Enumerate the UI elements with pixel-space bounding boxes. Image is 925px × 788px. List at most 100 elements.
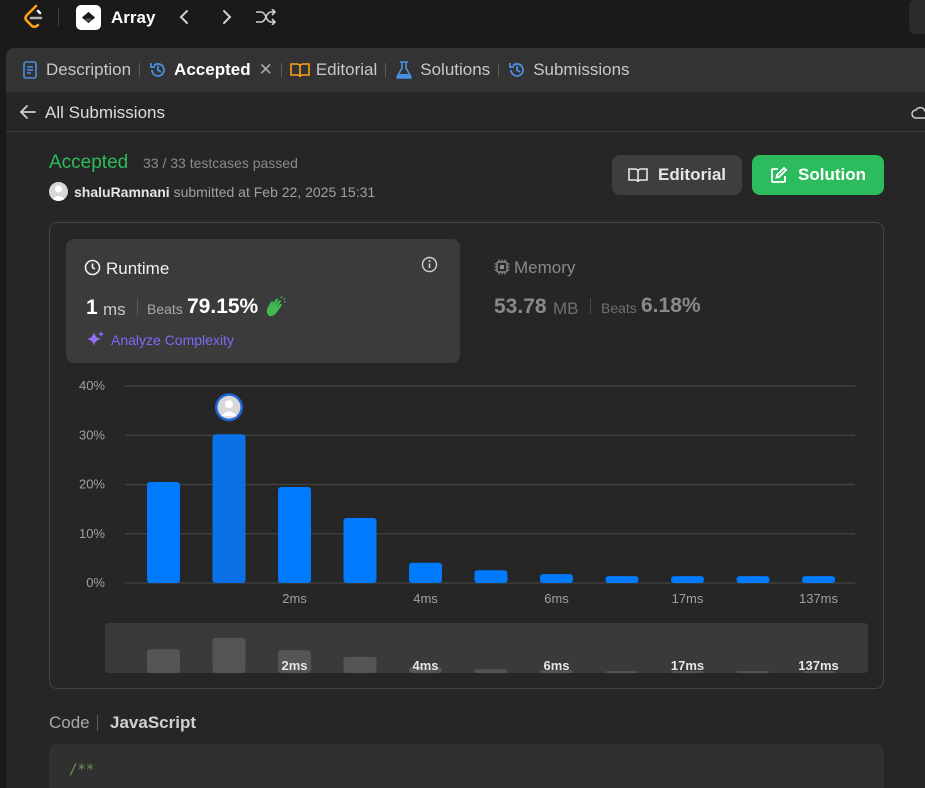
y-tick-label: 10% [79, 526, 105, 541]
minimap-bar [278, 650, 311, 673]
divider [280, 63, 282, 77]
editorial-button-label: Editorial [657, 165, 726, 184]
divider [590, 298, 591, 314]
username-link[interactable]: shaluRamnani [74, 184, 170, 200]
avatar[interactable] [49, 182, 68, 201]
memory-unit: MB [553, 299, 579, 318]
minimap-tick-label: 6ms [543, 658, 569, 673]
history-icon [507, 60, 527, 80]
bar [540, 574, 573, 583]
bar [409, 562, 442, 583]
testcases-summary: 33 / 33 testcases passed [143, 155, 298, 171]
bar [605, 576, 639, 583]
minimap-tick-label: 2ms [281, 658, 307, 673]
code-viewer[interactable]: /** [49, 744, 884, 788]
minimap-bar [802, 671, 835, 673]
tab-submissions[interactable]: Submissions [507, 48, 630, 92]
clapping-hands-icon [266, 296, 286, 317]
runtime-panel[interactable]: Runtime 1 ms Beats 79.15% Analyze Comple… [66, 239, 460, 363]
avatar-body [221, 411, 237, 417]
x-tick-label: 6ms [544, 591, 569, 606]
edit-icon [771, 166, 788, 183]
minimap-bar [736, 671, 770, 673]
submissions-subheader: All Submissions [6, 92, 925, 132]
divider [385, 63, 387, 77]
y-tick-label: 40% [79, 378, 105, 393]
runtime-unit: ms [103, 300, 126, 319]
code-label: Code [49, 713, 90, 732]
tab-label: Description [46, 60, 132, 79]
arrow-left-icon[interactable] [18, 102, 38, 122]
top-bar: Array [0, 0, 925, 36]
minimap-bar [605, 671, 639, 673]
editorial-button[interactable]: Editorial [612, 155, 742, 195]
leetcode-logo-icon[interactable] [22, 4, 46, 30]
bar [671, 576, 704, 583]
all-submissions-link[interactable]: All Submissions [45, 103, 165, 122]
bar [278, 486, 311, 583]
x-tick-label: 2ms [282, 591, 307, 606]
bar [147, 482, 180, 583]
clock-icon [84, 259, 101, 276]
x-tick-label: 4ms [413, 591, 438, 606]
tab-label: Submissions [533, 60, 630, 79]
runtime-beats-label: Beats [147, 301, 183, 317]
minimap-tick-label: 4ms [412, 658, 438, 673]
tab-description[interactable]: Description [20, 48, 131, 92]
analyze-complexity-link[interactable]: Analyze Complexity [111, 332, 234, 348]
bar [802, 576, 835, 583]
bar [736, 576, 770, 583]
runtime-beats-value: 79.15% [187, 295, 259, 318]
code-language: JavaScript [110, 713, 196, 732]
divider [139, 63, 141, 77]
tab-bar: Description Accepted ✕ Editorial Solutio… [6, 48, 925, 92]
y-tick-label: 20% [79, 477, 105, 492]
info-icon[interactable] [421, 256, 438, 273]
tab-accepted[interactable]: Accepted ✕ [148, 48, 273, 92]
description-icon [20, 60, 40, 80]
book-icon [628, 168, 648, 183]
runtime-title: Runtime [106, 259, 170, 278]
x-tick-label: 17ms [672, 591, 704, 606]
solution-button-label: Solution [798, 165, 866, 184]
minimap-bar [671, 671, 704, 673]
divider [97, 715, 98, 731]
memory-beats-label: Beats [601, 300, 637, 316]
close-icon[interactable]: ✕ [258, 60, 273, 79]
flask-icon [394, 60, 414, 80]
history-icon [148, 60, 168, 80]
panel-toggle-button[interactable] [909, 0, 925, 34]
app-title[interactable]: Array [111, 8, 156, 27]
forward-icon[interactable] [215, 5, 239, 29]
sparkle-icon [87, 331, 104, 346]
code-line: /** [69, 762, 95, 778]
solution-button[interactable]: Solution [752, 155, 884, 195]
bar [474, 570, 508, 583]
runtime-distribution-chart[interactable]: 40% 30% 20% 10% 0% 2ms 4ms 6ms 17ms 137ms 2ms 4ms 6m… [50, 223, 885, 690]
minimap-bar [212, 637, 246, 673]
minimap-tick-label: 17ms [671, 658, 704, 673]
memory-value: 53.78 [494, 295, 547, 318]
minimap-bar [474, 669, 508, 673]
minimap-bar [409, 667, 442, 673]
chip-icon [494, 259, 510, 275]
study-plan-icon[interactable] [76, 5, 101, 30]
back-icon[interactable] [172, 5, 196, 29]
submitted-time: submitted at Feb 22, 2025 15:31 [173, 184, 376, 200]
runtime-value: 1 [86, 296, 98, 319]
tab-editorial[interactable]: Editorial [290, 48, 377, 92]
divider [498, 63, 500, 77]
minimap-bar [343, 656, 377, 673]
bar [343, 517, 377, 583]
submission-status: Accepted [49, 152, 129, 173]
memory-beats-value: 6.18% [641, 294, 701, 317]
cloud-icon[interactable] [911, 104, 925, 122]
shuffle-icon[interactable] [254, 5, 278, 29]
y-tick-label: 30% [79, 427, 105, 442]
divider [137, 299, 138, 315]
memory-title[interactable]: Memory [514, 258, 576, 277]
submission-panel: Description Accepted ✕ Editorial Solutio… [6, 48, 925, 788]
tab-solutions[interactable]: Solutions [394, 48, 490, 92]
minimap-tick-label: 137ms [798, 658, 838, 673]
bar [212, 434, 246, 583]
